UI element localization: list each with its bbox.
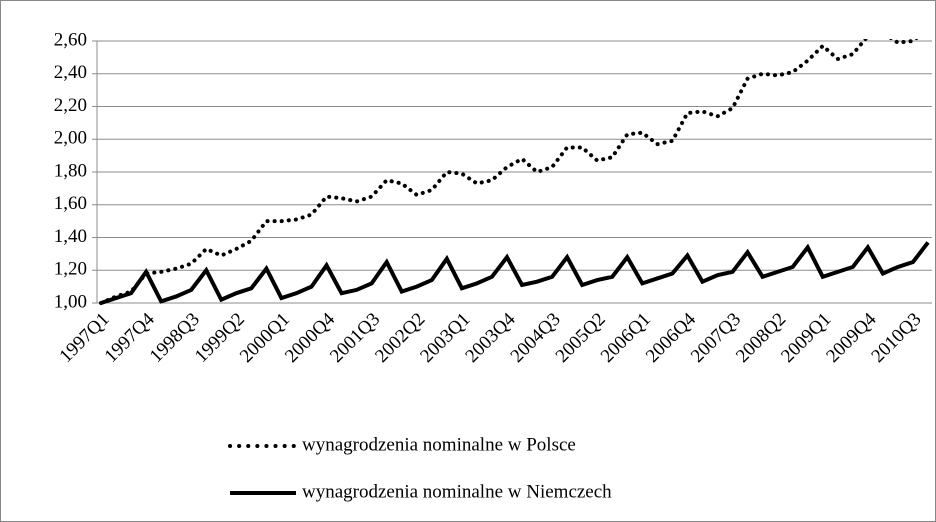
y-tick-label: 1,80: [54, 160, 87, 181]
y-tick-label: 1,60: [54, 193, 87, 214]
series-line: [99, 39, 919, 305]
series-group: [100, 241, 930, 305]
series-line: [100, 241, 930, 305]
y-tick-label: 2,00: [54, 128, 87, 149]
y-tick-label: 1,40: [54, 226, 87, 247]
legend-label: wynagrodzenia nominalne w Niemczech: [302, 481, 612, 502]
y-tick-label: 2,60: [54, 29, 87, 50]
y-tick-label: 2,20: [54, 95, 87, 116]
y-tick-label: 1,20: [54, 259, 87, 280]
y-tick-label: 2,40: [54, 62, 87, 83]
y-tick-label: 1,00: [54, 291, 87, 312]
legend-label: wynagrodzenia nominalne w Polsce: [302, 434, 576, 455]
series-group: [99, 39, 919, 305]
